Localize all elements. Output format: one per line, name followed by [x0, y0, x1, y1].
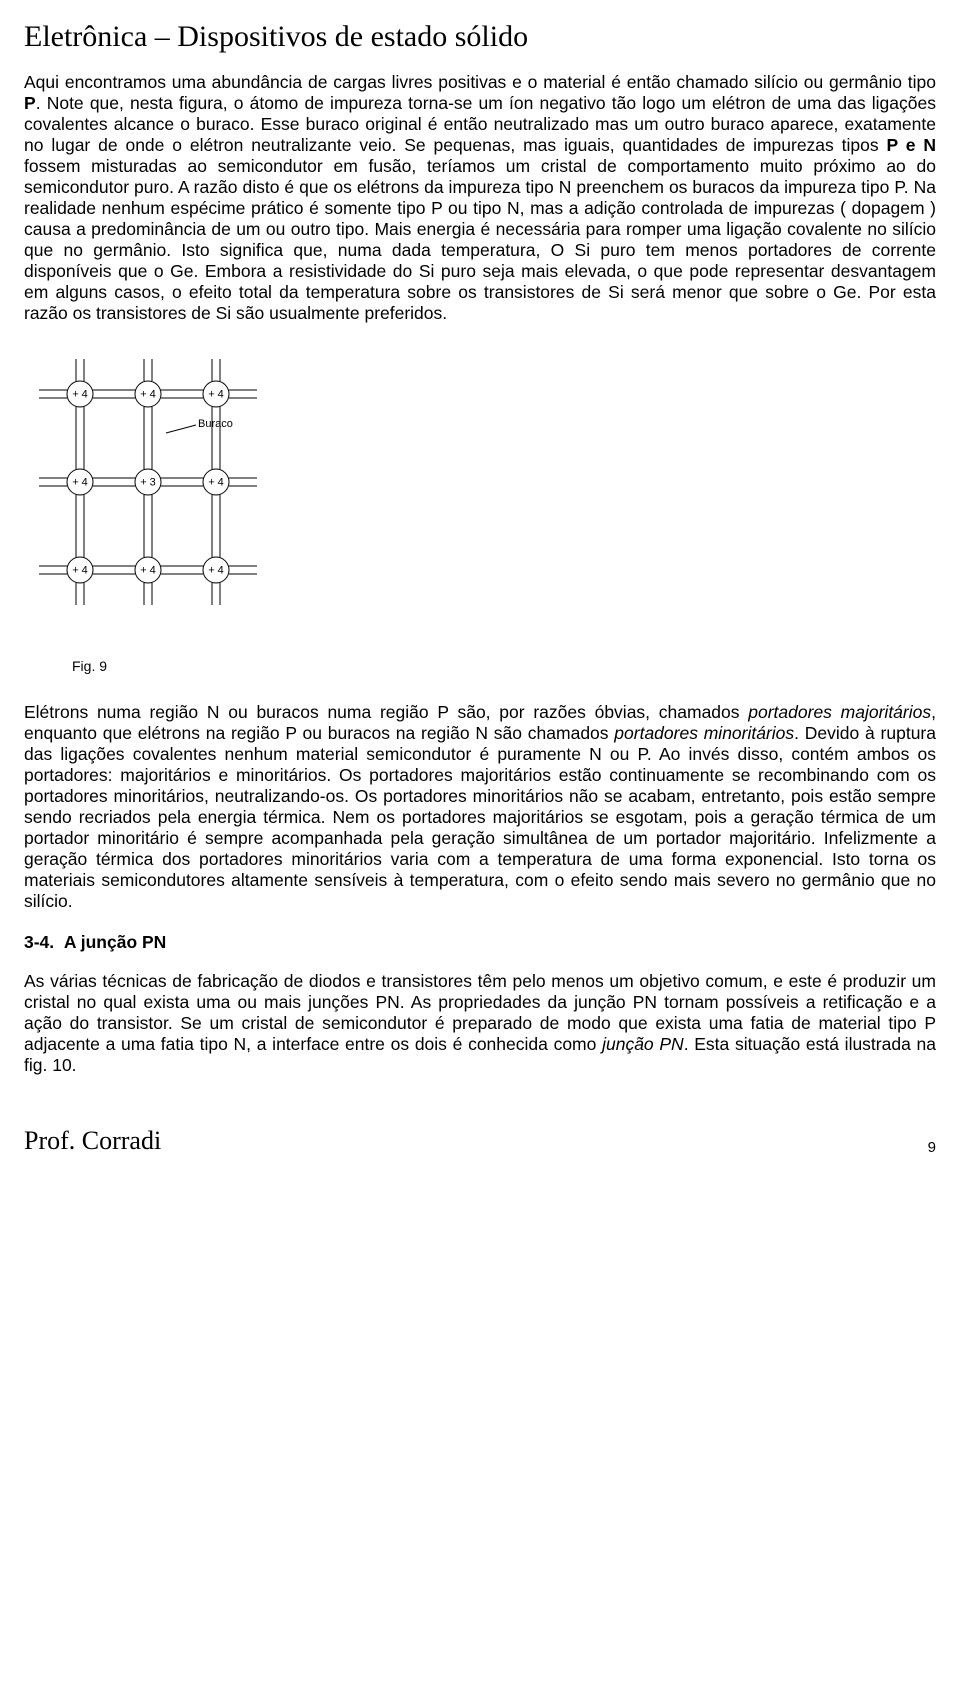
p2i2: portadores minoritários	[614, 723, 794, 743]
p2c: . Devido à ruptura das ligações covalent…	[24, 723, 936, 911]
p1a: Aqui encontramos uma abundância de carga…	[24, 72, 936, 92]
svg-text:+ 4: + 4	[208, 477, 224, 489]
footer: Prof. Corradi 9	[24, 1126, 936, 1156]
figure-9: + 4 + 4 + 4 + 4 + 3 + 4 + 4 + 4 + 4 Buraco Fig. 9	[24, 352, 936, 674]
section-num: 3-4.	[24, 932, 54, 952]
svg-text:+ 4: + 4	[72, 477, 88, 489]
section-heading: 3-4. A junção PN	[24, 932, 936, 953]
p1c: fossem misturadas ao semicondutor em fus…	[24, 156, 936, 323]
svg-text:+ 4: + 4	[140, 565, 156, 577]
p2i1: portadores majoritários	[748, 702, 931, 722]
p1pe: P e N	[887, 135, 936, 155]
svg-text:Buraco: Buraco	[198, 418, 233, 430]
p1p: P	[24, 93, 36, 113]
svg-text:+ 4: + 4	[208, 389, 224, 401]
paragraph-2: Elétrons numa região N ou buracos numa r…	[24, 702, 936, 912]
p1b: . Note que, nesta figura, o átomo de imp…	[24, 93, 936, 155]
svg-text:+ 4: + 4	[208, 565, 224, 577]
svg-text:+ 4: + 4	[72, 565, 88, 577]
footer-author: Prof. Corradi	[24, 1126, 161, 1156]
p2a: Elétrons numa região N ou buracos numa r…	[24, 702, 748, 722]
paragraph-1: Aqui encontramos uma abundância de carga…	[24, 72, 936, 324]
svg-text:+ 4: + 4	[140, 389, 156, 401]
section-title: A junção PN	[64, 932, 166, 952]
figure-caption: Fig. 9	[72, 658, 936, 674]
document-title: Eletrônica – Dispositivos de estado sóli…	[24, 20, 936, 54]
svg-text:+ 4: + 4	[72, 389, 88, 401]
footer-page-number: 9	[928, 1139, 936, 1156]
svg-text:+ 3: + 3	[140, 477, 156, 489]
p3i1: junção PN	[602, 1034, 684, 1054]
paragraph-3: As várias técnicas de fabricação de diod…	[24, 971, 936, 1076]
